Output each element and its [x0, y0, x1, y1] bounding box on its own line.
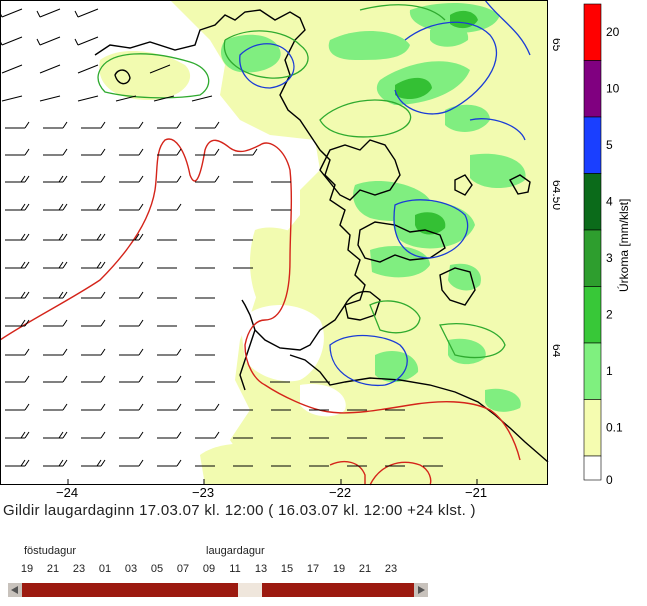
- lon-tick-label: −22: [329, 485, 351, 500]
- hour-labels: 19 21 23 01 03 05 07 09 11 13 15 17 19 21 23: [14, 563, 414, 577]
- hour-label[interactable]: 19: [20, 563, 34, 575]
- hour-label[interactable]: 05: [150, 563, 164, 575]
- hour-label[interactable]: 23: [72, 563, 86, 575]
- hour-label[interactable]: 21: [46, 563, 60, 575]
- lon-tick-marks: [67, 479, 478, 485]
- legend-level-label: 3: [606, 251, 613, 265]
- lon-tick-labels: −24 −23 −22 −21: [56, 485, 487, 500]
- coastline-iceland: [94, 9, 549, 463]
- time-slider[interactable]: [8, 583, 428, 597]
- contour-green: [97, 4, 506, 359]
- legend-swatches: [583, 3, 602, 481]
- legend-level-label: 4: [606, 195, 613, 209]
- hour-label[interactable]: 13: [254, 563, 268, 575]
- legend-level-label: 0: [606, 473, 613, 487]
- time-slider-track[interactable]: [22, 583, 414, 597]
- legend-swatch: [583, 60, 602, 118]
- precip-legend: 20 10 5 4 3 2 1 0.1 0 Úrkoma [mm/klst]: [583, 3, 631, 487]
- day-label-saturday: laugardagur: [206, 545, 265, 557]
- hour-label[interactable]: 15: [280, 563, 294, 575]
- legend-level-label: 10: [606, 82, 620, 96]
- hour-label[interactable]: 03: [124, 563, 138, 575]
- lon-tick-label: −24: [56, 485, 78, 500]
- lat-tick-label: 65: [550, 38, 560, 52]
- legend-labels: 20 10 5 4 3 2 1 0.1 0: [606, 25, 623, 487]
- lon-tick-label: −21: [465, 485, 487, 500]
- legend-level-label: 20: [606, 25, 620, 39]
- wind-barb-field: [0, 8, 443, 467]
- hour-label[interactable]: 07: [176, 563, 190, 575]
- hour-label[interactable]: 23: [384, 563, 398, 575]
- lat-tick-label: 64: [550, 344, 560, 358]
- legend-axis-label: Úrkoma [mm/klst]: [616, 199, 631, 292]
- hour-label[interactable]: 17: [306, 563, 320, 575]
- legend-level-label: 2: [606, 308, 613, 322]
- next-time-button[interactable]: [414, 583, 428, 597]
- legend-level-label: 0.1: [606, 421, 623, 435]
- legend-swatch: [583, 455, 602, 481]
- hour-label[interactable]: 19: [332, 563, 346, 575]
- legend-swatch: [583, 342, 602, 400]
- hour-label[interactable]: 11: [229, 563, 241, 575]
- legend-swatch: [583, 3, 602, 61]
- hour-label[interactable]: 09: [202, 563, 216, 575]
- legend-swatch: [583, 116, 602, 174]
- lat-tick-labels: 65 64.50 64: [550, 38, 560, 358]
- time-slider-thumb[interactable]: [238, 583, 262, 597]
- legend-swatch: [583, 173, 602, 231]
- legend-swatch: [583, 286, 602, 344]
- lat-tick-label: 64.50: [550, 180, 560, 210]
- legend-level-label: 1: [606, 364, 613, 378]
- day-label-friday: föstudagur: [24, 545, 76, 557]
- legend-swatch: [583, 399, 602, 457]
- legend-swatch: [583, 229, 602, 287]
- wind-barb-feathers: [20, 121, 258, 467]
- precip-darker-green-areas: [395, 10, 478, 235]
- lon-tick-label: −23: [192, 485, 214, 500]
- map-frame: [0, 0, 548, 485]
- contour-red: [0, 138, 521, 486]
- precipitation-map: −24 −23 −22 −21 65 64.50 64: [0, 0, 560, 500]
- forecast-valid-caption: Gildir laugardaginn 17.03.07 kl. 12:00 (…: [3, 502, 476, 519]
- previous-time-button[interactable]: [8, 583, 22, 597]
- hour-label[interactable]: 21: [358, 563, 372, 575]
- contour-blue: [239, 0, 531, 387]
- hour-label[interactable]: 01: [98, 563, 112, 575]
- legend-level-label: 5: [606, 138, 613, 152]
